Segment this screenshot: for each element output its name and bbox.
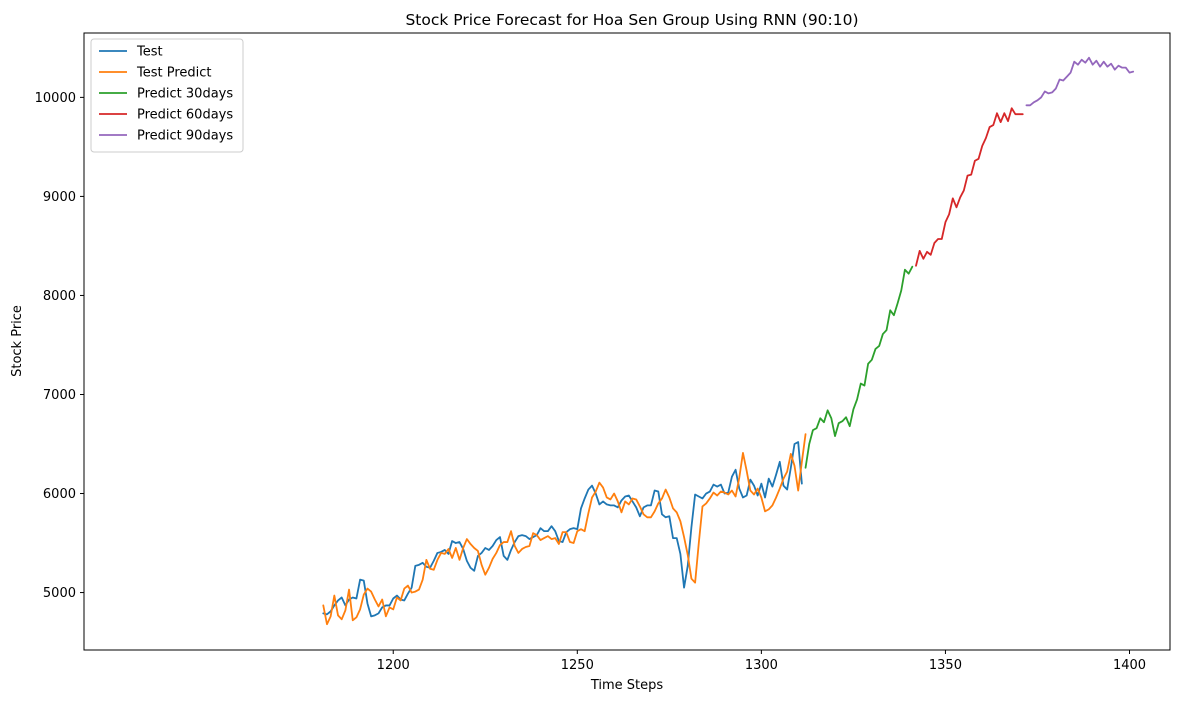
x-axis: 1200 1250 1300 1350 1400 xyxy=(377,650,1146,673)
plot-frame xyxy=(83,32,1171,651)
x-axis-title: Time Steps xyxy=(590,678,664,693)
series-line-1 xyxy=(322,433,807,626)
y-tick-label-4: 9000 xyxy=(43,190,76,205)
x-tick-label-4: 1400 xyxy=(1113,658,1146,673)
legend-label-1: Test Predict xyxy=(136,66,212,81)
legend-label-0: Test xyxy=(136,45,163,60)
x-tick-label-1: 1250 xyxy=(561,658,594,673)
series-line-4 xyxy=(1025,56,1135,107)
y-tick-label-5: 10000 xyxy=(35,91,76,106)
legend-label-2: Predict 30days xyxy=(137,87,233,102)
y-tick-label-3: 8000 xyxy=(43,289,76,304)
y-tick-label-1: 6000 xyxy=(43,487,76,502)
legend: Test Test Predict Predict 30days Predict 60… xyxy=(90,38,244,153)
y-tick-label-0: 5000 xyxy=(43,586,76,601)
legend-label-3: Predict 60days xyxy=(137,108,233,123)
legend-label-4: Predict 90days xyxy=(137,129,233,144)
chart-title: Stock Price Forecast for Hoa Sen Group U… xyxy=(405,11,858,29)
series-line-0 xyxy=(322,441,803,618)
series-layer xyxy=(322,56,1135,626)
y-tick-label-2: 7000 xyxy=(43,388,76,403)
series-line-2 xyxy=(804,265,914,469)
y-axis-title: Stock Price xyxy=(10,305,25,377)
legend-box xyxy=(90,38,244,153)
x-tick-label-3: 1350 xyxy=(929,658,962,673)
x-tick-label-2: 1300 xyxy=(745,658,778,673)
plot-area xyxy=(84,33,1170,650)
x-tick-label-0: 1200 xyxy=(377,658,410,673)
y-axis: 5000 6000 7000 8000 9000 10000 xyxy=(35,91,84,601)
series-line-3 xyxy=(915,107,1024,267)
